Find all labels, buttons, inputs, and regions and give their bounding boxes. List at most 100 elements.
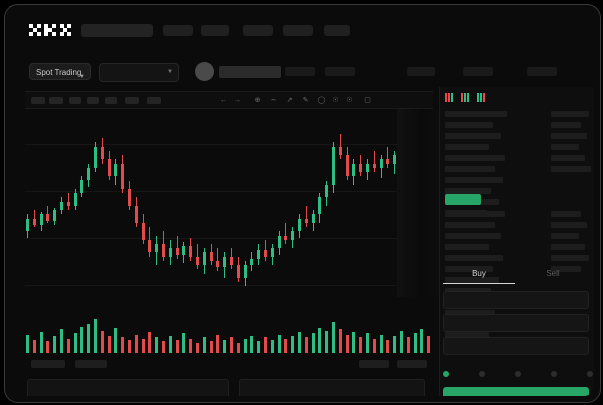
timeframe-5[interactable]	[105, 97, 117, 104]
candle	[311, 210, 315, 232]
stat-2	[325, 67, 355, 76]
footer-item-2[interactable]	[75, 360, 107, 368]
slider-dot[interactable]	[551, 371, 557, 377]
candle	[318, 193, 322, 223]
amount-input[interactable]	[443, 314, 589, 332]
orderbook-row[interactable]	[445, 144, 489, 150]
orderbook-row[interactable]	[551, 266, 581, 272]
footer-item-1[interactable]	[31, 360, 65, 368]
orderbook-row[interactable]	[445, 277, 499, 283]
orderbook-row[interactable]	[445, 233, 501, 239]
candle-wick	[33, 210, 35, 228]
orderbook-row[interactable]	[551, 211, 581, 217]
orderbook-row[interactable]	[445, 332, 489, 338]
timeframe-3[interactable]	[69, 97, 81, 104]
orderbook-row[interactable]	[551, 233, 579, 239]
volume-bar	[413, 333, 417, 353]
tab-active-underline	[443, 283, 515, 284]
slider-dot[interactable]	[515, 371, 521, 377]
indicator-button[interactable]	[147, 97, 161, 104]
search-input[interactable]	[81, 24, 153, 37]
orderbook-row[interactable]	[445, 122, 493, 128]
orderbook-bids-icon[interactable]	[461, 92, 471, 103]
redo-icon[interactable]: →	[234, 97, 241, 104]
eraser-icon[interactable]: ◯	[317, 97, 326, 104]
magnet-icon[interactable]: ☉	[332, 97, 339, 104]
tab-buy[interactable]: Buy	[472, 269, 486, 278]
orderbook-row[interactable]	[551, 122, 581, 128]
candle	[352, 159, 356, 185]
tab-sell[interactable]: Sell	[546, 269, 560, 278]
orderbook-row[interactable]	[551, 222, 587, 228]
footer-item-3[interactable]	[359, 360, 389, 368]
orderbook-row[interactable]	[445, 244, 489, 250]
candle-wick	[115, 159, 117, 185]
orderbook-row[interactable]	[445, 310, 495, 316]
pair-search-select[interactable]: ▼	[99, 63, 179, 82]
ruler-icon[interactable]: ↗	[286, 97, 293, 104]
slider-dot[interactable]	[479, 371, 485, 377]
orderbook-row[interactable]	[445, 177, 503, 183]
undo-icon[interactable]: ←	[220, 97, 227, 104]
price-input[interactable]	[443, 291, 589, 309]
open-orders-panel[interactable]	[27, 379, 229, 396]
market-type-select[interactable]: Spot Trading ▼	[29, 63, 91, 80]
orderbook-row[interactable]	[445, 222, 495, 228]
slider-dot[interactable]	[443, 371, 449, 377]
lock-icon[interactable]: ☉	[346, 97, 353, 104]
candle-wick	[353, 159, 355, 185]
orderbook-row[interactable]	[551, 244, 585, 250]
nav-item-1[interactable]	[163, 25, 193, 36]
volume-bar	[114, 328, 118, 353]
volume-bar	[189, 338, 193, 353]
candle	[128, 180, 131, 211]
trendline-icon[interactable]: ∼	[270, 97, 277, 104]
price-candlestick-chart[interactable]	[25, 109, 433, 305]
nav-item-2[interactable]	[201, 25, 229, 36]
orderbook-all-icon[interactable]	[445, 92, 455, 103]
timeframe-1[interactable]	[31, 97, 45, 104]
nav-item-4[interactable]	[283, 25, 313, 36]
orderbook-row[interactable]	[445, 111, 507, 117]
volume-bar	[128, 339, 131, 353]
brush-icon[interactable]: ✎	[302, 97, 309, 104]
orderbook-row[interactable]	[445, 133, 501, 139]
orderbook-row[interactable]	[445, 166, 495, 172]
crosshair-icon[interactable]: ⊕	[254, 97, 261, 104]
candle	[134, 197, 138, 228]
submit-order-button[interactable]	[443, 387, 589, 396]
candle	[386, 146, 390, 168]
amount-slider[interactable]	[443, 371, 593, 379]
positions-panel[interactable]	[239, 379, 425, 396]
orderbook-row[interactable]	[445, 211, 505, 217]
orderbook-asks-icon[interactable]	[477, 92, 487, 103]
orderbook-row[interactable]	[551, 133, 587, 139]
orderbook-row[interactable]	[551, 155, 585, 161]
nav-item-3[interactable]	[243, 25, 273, 36]
orderbook-row[interactable]	[445, 255, 503, 261]
orderbook-row[interactable]	[551, 111, 589, 117]
footer-item-4[interactable]	[397, 360, 427, 368]
candle-wick	[101, 138, 103, 164]
candle-wick	[271, 243, 273, 266]
candle	[216, 248, 220, 272]
timeframe-4[interactable]	[87, 97, 99, 104]
orderbook-row[interactable]	[551, 144, 579, 150]
timeframe-6[interactable]	[125, 97, 139, 104]
candle-wick	[333, 142, 334, 194]
candle-wick	[27, 214, 28, 238]
okx-logo[interactable]	[29, 24, 71, 37]
volume-bar	[236, 342, 240, 353]
trash-icon[interactable]: ▢	[364, 97, 371, 104]
orderbook-row[interactable]	[445, 266, 493, 272]
chart-gridline	[25, 285, 433, 287]
orderbook-row[interactable]	[445, 155, 505, 161]
total-input[interactable]	[443, 337, 589, 355]
orderbook-row[interactable]	[445, 188, 491, 194]
slider-dot[interactable]	[587, 371, 593, 377]
orderbook-row[interactable]	[551, 255, 589, 261]
orderbook-row[interactable]	[551, 166, 591, 172]
nav-item-5[interactable]	[324, 25, 350, 36]
timeframe-2[interactable]	[49, 97, 63, 104]
volume-bar	[32, 339, 36, 353]
